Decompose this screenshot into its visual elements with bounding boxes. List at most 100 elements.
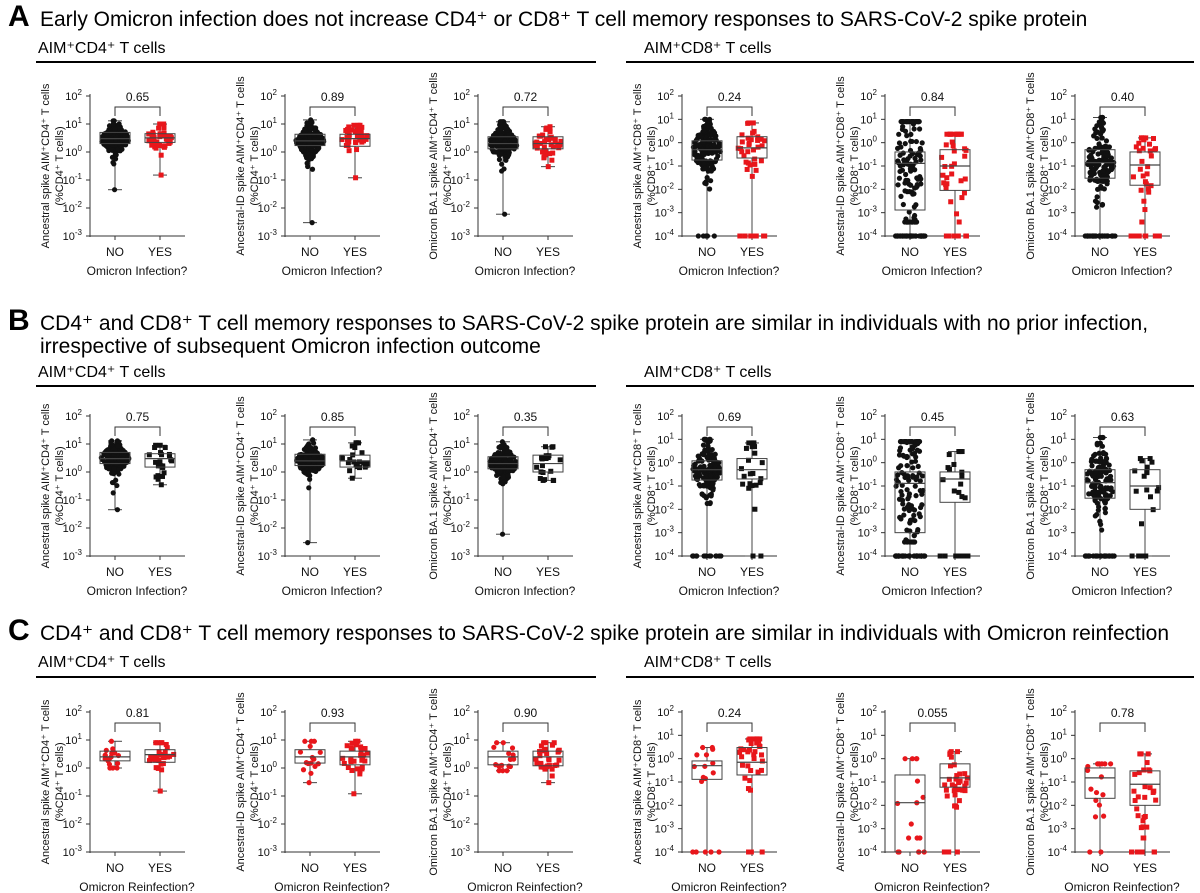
data-point [748, 740, 754, 746]
data-point [308, 738, 314, 744]
data-point [158, 152, 164, 158]
data-point [957, 449, 963, 455]
data-point [915, 438, 921, 445]
data-point [542, 766, 548, 772]
data-point [500, 474, 506, 480]
p-value-label: 0.35 [514, 410, 538, 424]
group-yes [736, 440, 768, 559]
data-point [1131, 788, 1137, 794]
data-point [146, 452, 152, 458]
y-tick-label: 102 [260, 408, 277, 423]
data-point [946, 776, 952, 782]
y-axis-label: (%CD8⁺ T cells) [849, 126, 861, 205]
data-point [1142, 233, 1148, 239]
x-tick-label: YES [740, 245, 764, 259]
data-point [505, 472, 511, 479]
y-tick-label: 102 [453, 704, 470, 719]
data-point [1137, 751, 1143, 757]
data-point [737, 749, 743, 755]
y-axis-label: (%CD4⁺ T cells) [249, 126, 261, 205]
data-point [1148, 153, 1154, 159]
data-point [1140, 173, 1146, 179]
data-point [951, 233, 957, 239]
data-point [1139, 458, 1145, 464]
group-yes [532, 124, 564, 170]
y-axis-label: (%CD4⁺ T cells) [54, 126, 66, 205]
box-plot-panel: Ancestral spike AIM⁺CD4⁺ T cells (%CD4⁺ T… [40, 403, 188, 598]
data-point [1096, 233, 1102, 239]
data-point [939, 154, 945, 160]
data-point [351, 758, 357, 764]
data-point [1100, 450, 1106, 457]
data-point [954, 233, 960, 239]
data-point [1139, 553, 1145, 559]
data-point [116, 439, 122, 445]
data-point [913, 233, 919, 239]
data-point [537, 753, 543, 759]
data-point [700, 442, 707, 448]
data-point [124, 138, 130, 144]
data-point [352, 128, 358, 134]
data-point [504, 448, 511, 454]
y-tick-label: 10-2 [258, 200, 278, 215]
y-tick-label: 10-2 [1048, 797, 1068, 812]
data-point [1108, 761, 1114, 767]
data-point [958, 131, 964, 137]
data-point [163, 741, 169, 747]
data-point [352, 445, 358, 451]
data-point [908, 438, 914, 445]
y-tick-label: 100 [65, 760, 82, 775]
group-no [690, 436, 724, 559]
data-point [753, 167, 759, 173]
y-tick-label: 100 [860, 455, 877, 470]
x-tick-label: YES [536, 565, 560, 579]
y-axis-label: Ancestral-ID spike AIM⁺CD4⁺ T cells [235, 396, 247, 576]
x-axis-label: Omicron Reinfection? [1064, 880, 1180, 893]
data-point [106, 466, 112, 472]
data-point [1100, 120, 1107, 126]
data-point [745, 749, 751, 755]
data-point [1099, 443, 1106, 449]
y-axis-label: Omicron BA.1 spike AIM⁺CD8⁺ T cells [1025, 392, 1037, 580]
y-tick-label: 100 [657, 751, 674, 766]
data-point [301, 463, 307, 470]
y-tick-label: 102 [453, 88, 470, 103]
data-point [914, 474, 920, 480]
y-tick-label: 102 [657, 704, 674, 719]
data-point [104, 452, 110, 458]
data-point [353, 440, 359, 446]
data-point [499, 531, 506, 537]
data-point [898, 193, 904, 199]
data-point [1097, 483, 1104, 490]
y-tick-label: 100 [860, 135, 877, 150]
data-point [703, 481, 710, 487]
data-point [899, 470, 905, 476]
data-point [347, 468, 353, 474]
data-point [506, 131, 512, 138]
data-point [104, 447, 111, 453]
y-tick-label: 100 [260, 464, 277, 479]
significance-bracket [909, 722, 956, 732]
data-point [1110, 489, 1116, 495]
data-point [346, 124, 352, 130]
significance-bracket [502, 722, 549, 732]
x-tick-label: NO [1091, 861, 1109, 875]
x-axis-label: Omicron Infection? [87, 584, 188, 598]
data-point [1093, 204, 1100, 210]
data-point [1144, 487, 1150, 493]
data-point [306, 441, 312, 447]
data-point [911, 215, 917, 221]
data-point [962, 783, 968, 789]
data-point [112, 138, 118, 144]
data-point [702, 165, 708, 171]
data-point [116, 471, 122, 477]
x-tick-label: YES [343, 565, 367, 579]
data-point [916, 126, 923, 132]
data-point [339, 455, 345, 461]
data-point [111, 187, 118, 193]
data-point [893, 553, 899, 559]
data-point [121, 463, 127, 469]
data-point [907, 166, 914, 172]
data-point [740, 481, 746, 487]
